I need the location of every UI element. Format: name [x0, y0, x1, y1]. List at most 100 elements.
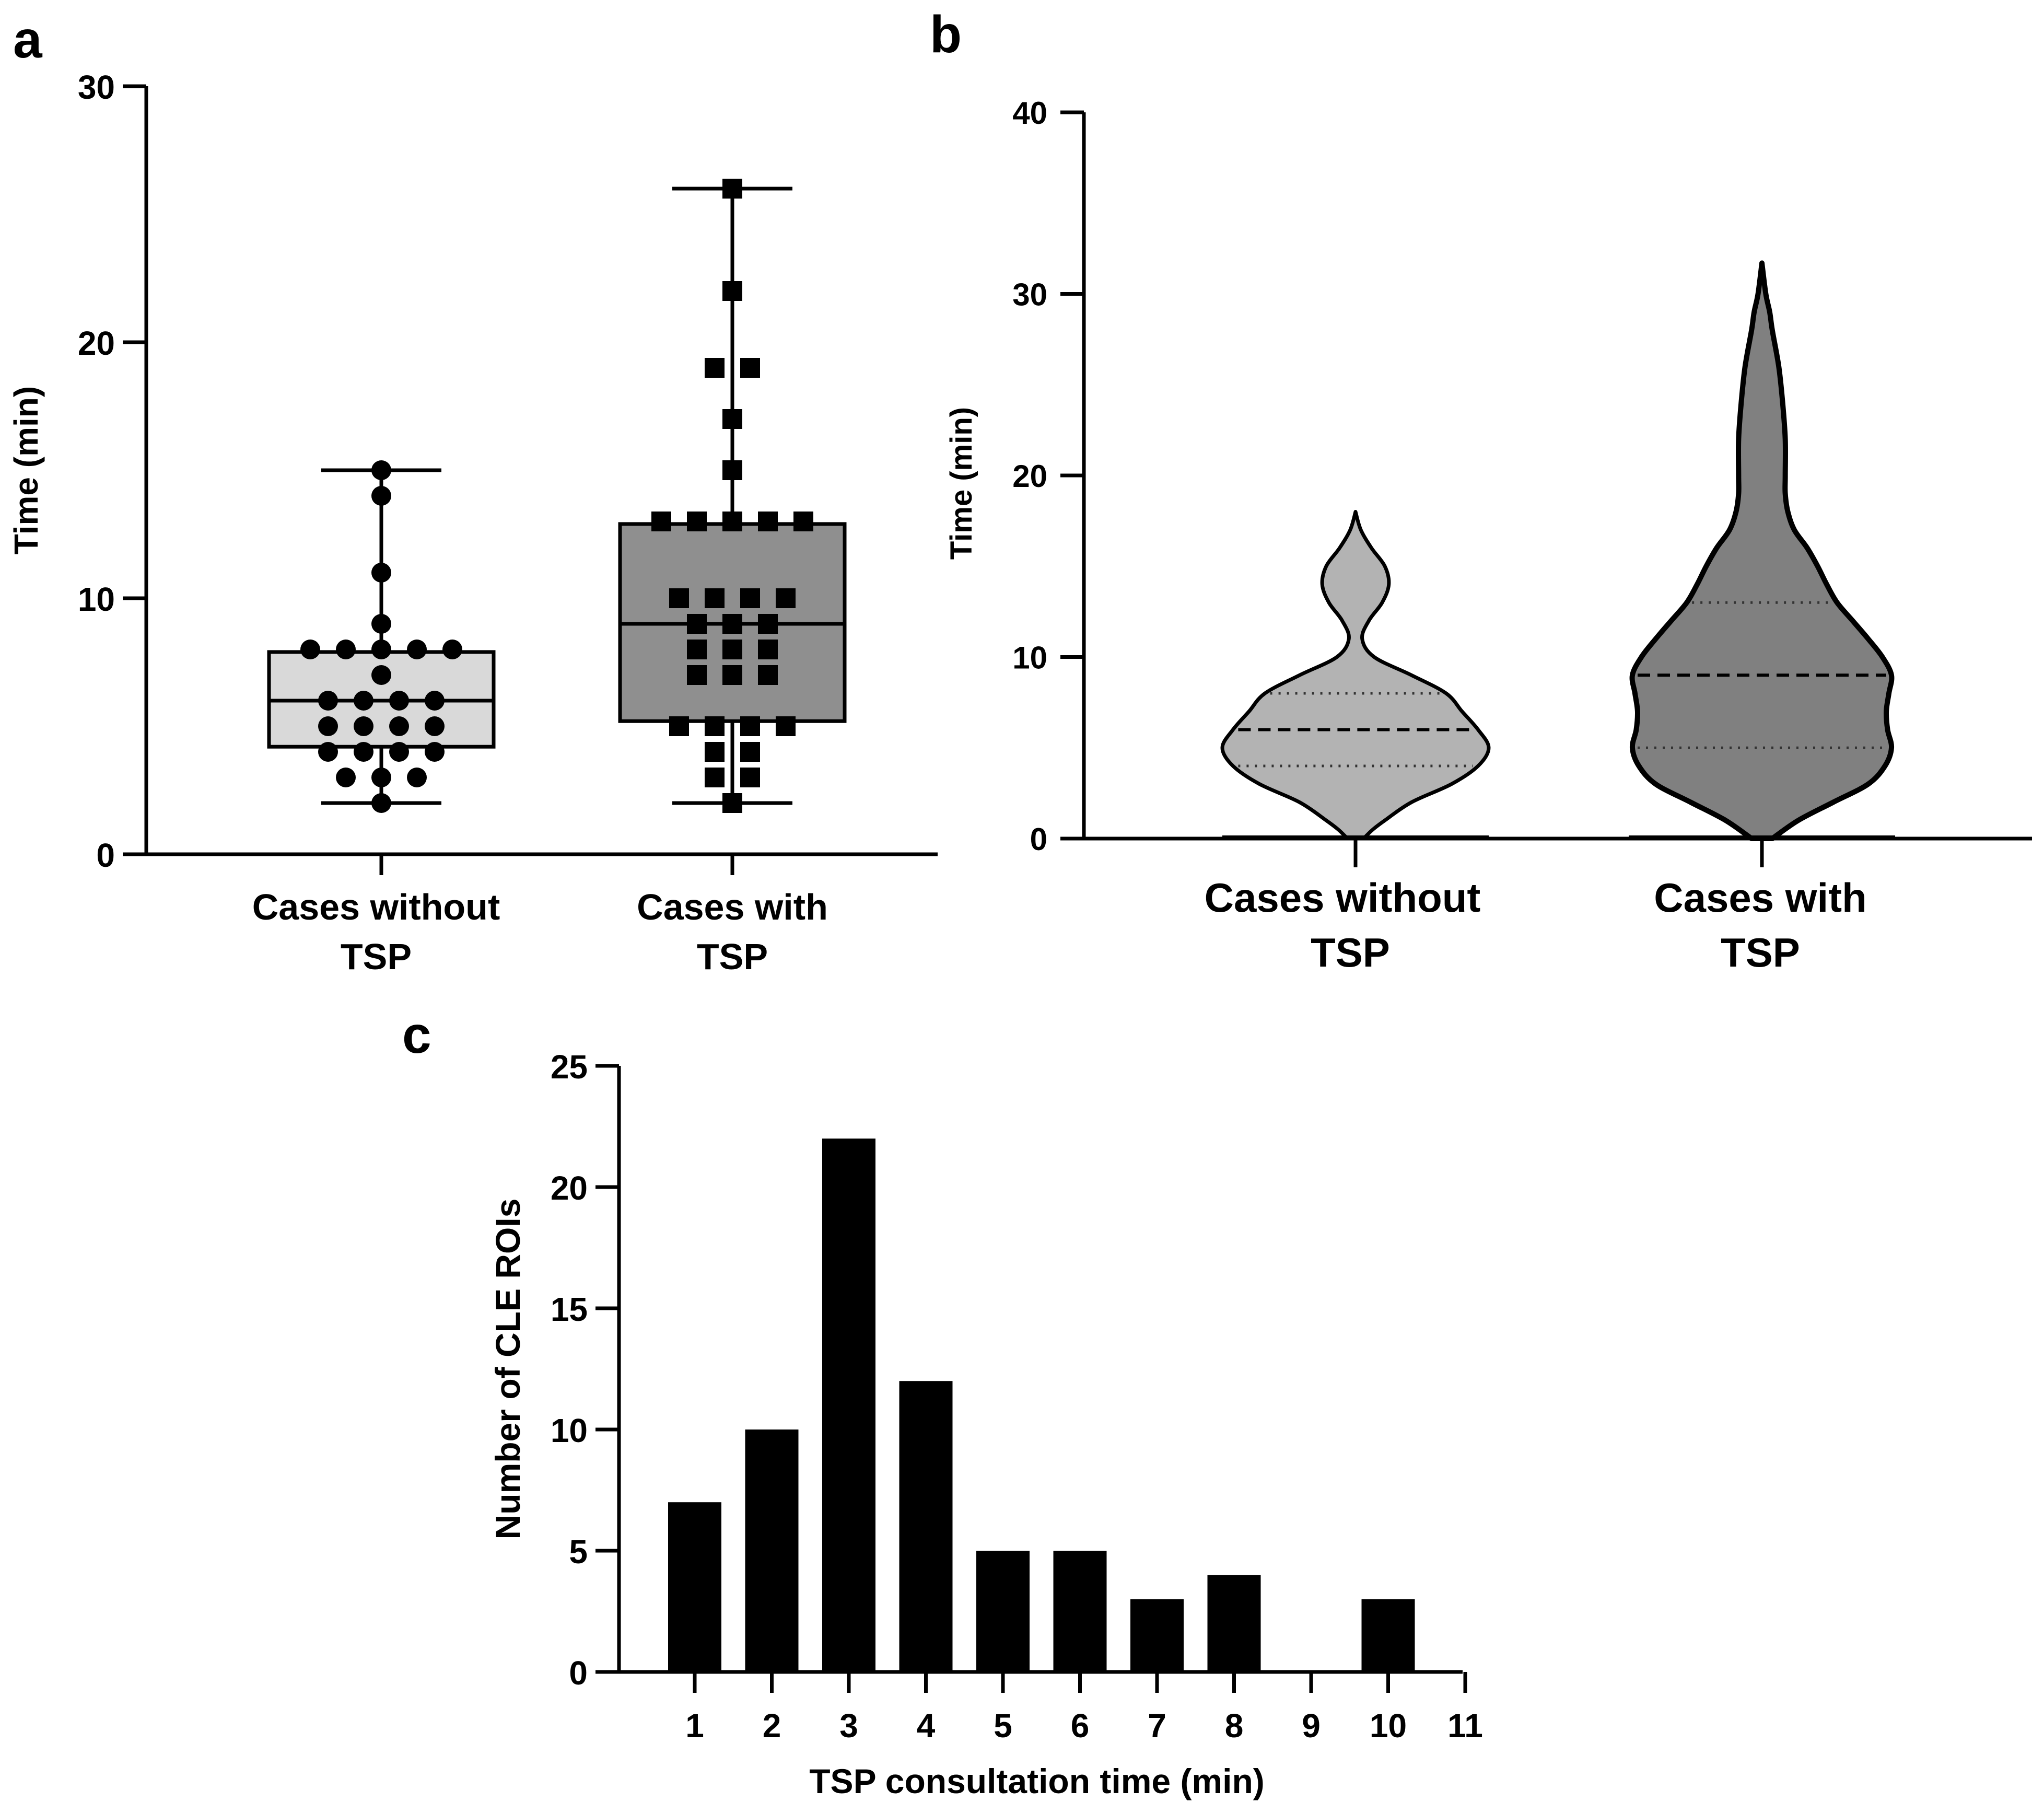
y-tick-label: 0	[1030, 822, 1047, 857]
data-point	[407, 640, 427, 659]
data-point	[389, 716, 409, 736]
x-tick-label: 8	[1225, 1707, 1244, 1745]
data-point	[758, 640, 778, 659]
panel-c-label: c	[402, 1006, 431, 1064]
y-tick-label: 25	[551, 1048, 588, 1086]
data-point	[354, 742, 373, 762]
data-point	[776, 716, 796, 736]
category-label-line2: TSP	[697, 936, 768, 977]
data-point	[758, 665, 778, 685]
data-point	[354, 716, 373, 736]
data-point	[740, 768, 760, 787]
bar	[1053, 1551, 1107, 1672]
data-point	[687, 665, 707, 685]
category-label-line2: TSP	[341, 936, 412, 977]
category-label-line1: Cases without	[1205, 875, 1481, 921]
data-point	[407, 768, 427, 787]
y-axis-ticks: 0 10 20 30 40	[1012, 96, 1084, 857]
category-label-line1: Cases with	[1654, 875, 1866, 921]
x-axis-ticks: 1 2 3 4 5 6 7 8 9 10 11	[685, 1672, 1483, 1745]
data-point	[722, 179, 742, 199]
data-point	[318, 716, 338, 736]
data-point	[758, 512, 778, 531]
data-point	[740, 716, 760, 736]
data-point	[793, 512, 813, 531]
data-point	[425, 742, 445, 762]
data-point	[740, 358, 760, 378]
data-point	[371, 614, 391, 634]
data-point	[705, 742, 725, 762]
violin-series	[1220, 260, 1895, 841]
data-point	[705, 716, 725, 736]
data-point	[371, 793, 391, 813]
bar	[668, 1502, 721, 1672]
y-axis-label: Time (min)	[7, 386, 45, 554]
violin-plot-panel: 0 10 20 30 40 Time (min) Cases without TSP C…	[944, 96, 2032, 975]
category-label-line2: TSP	[1721, 929, 1800, 975]
data-point	[776, 588, 796, 608]
y-axis-ticks: 0 5 10 15 20 25	[551, 1048, 619, 1692]
data-point	[740, 742, 760, 762]
data-point	[705, 358, 725, 378]
category-label-line1: Cases with	[637, 887, 828, 927]
y-axis-ticks: 0 10 20 30	[78, 68, 146, 874]
y-tick-label: 0	[569, 1654, 588, 1692]
bar	[822, 1138, 875, 1672]
data-point	[425, 716, 445, 736]
x-tick-label: 5	[994, 1707, 1012, 1745]
x-tick-label: 6	[1071, 1707, 1090, 1745]
box-plot-series	[267, 187, 847, 805]
x-tick-label: 9	[1302, 1707, 1321, 1745]
y-axis-label: Number of CLE ROIs	[488, 1199, 527, 1540]
panel-a-label: a	[13, 10, 43, 69]
data-point	[669, 716, 689, 736]
data-point	[687, 512, 707, 531]
data-point	[722, 640, 742, 659]
data-point	[669, 588, 689, 608]
y-tick-label: 10	[78, 580, 115, 618]
data-point	[371, 768, 391, 787]
data-point	[722, 512, 742, 531]
y-tick-label: 20	[551, 1169, 588, 1207]
x-tick-label: 1	[685, 1707, 704, 1745]
y-tick-label: 10	[551, 1412, 588, 1449]
bar	[1130, 1599, 1184, 1672]
data-point	[722, 665, 742, 685]
y-tick-label: 5	[569, 1533, 588, 1571]
bar-series	[668, 1138, 1415, 1672]
data-point	[722, 793, 742, 813]
x-tick-label: 3	[839, 1707, 858, 1745]
data-point	[442, 640, 462, 659]
y-tick-label: 40	[1012, 96, 1047, 131]
data-point	[425, 691, 445, 711]
data-point	[300, 640, 320, 659]
bar	[976, 1551, 1030, 1672]
box-plot-points	[300, 179, 813, 813]
x-tick-label: 11	[1447, 1707, 1483, 1745]
data-point	[740, 588, 760, 608]
x-tick-label: 4	[917, 1707, 936, 1745]
x-tick-label: 7	[1148, 1707, 1166, 1745]
bar	[1207, 1575, 1261, 1672]
x-axis-label: TSP consultation time (min)	[809, 1762, 1265, 1800]
x-tick-label: 10	[1370, 1707, 1407, 1745]
data-point	[722, 614, 742, 634]
data-point	[354, 691, 373, 711]
panel-b-label: b	[930, 5, 962, 64]
y-tick-label: 15	[551, 1291, 588, 1328]
data-point	[722, 281, 742, 301]
bar	[1361, 1599, 1415, 1672]
bar-chart-panel: 0 5 10 15 20 25 1 2 3 4 5 6 7 8 9 10 11 Number of CLE R…	[488, 1048, 1483, 1800]
y-tick-label: 30	[78, 68, 115, 106]
data-point	[722, 409, 742, 429]
y-tick-label: 30	[1012, 277, 1047, 312]
data-point	[758, 614, 778, 634]
y-tick-label: 10	[1012, 641, 1047, 676]
data-point	[705, 768, 725, 787]
y-tick-label: 20	[78, 324, 115, 362]
y-axis-label: Time (min)	[944, 407, 978, 560]
data-point	[705, 588, 725, 608]
y-tick-label: 20	[1012, 459, 1047, 494]
bar	[745, 1430, 799, 1672]
